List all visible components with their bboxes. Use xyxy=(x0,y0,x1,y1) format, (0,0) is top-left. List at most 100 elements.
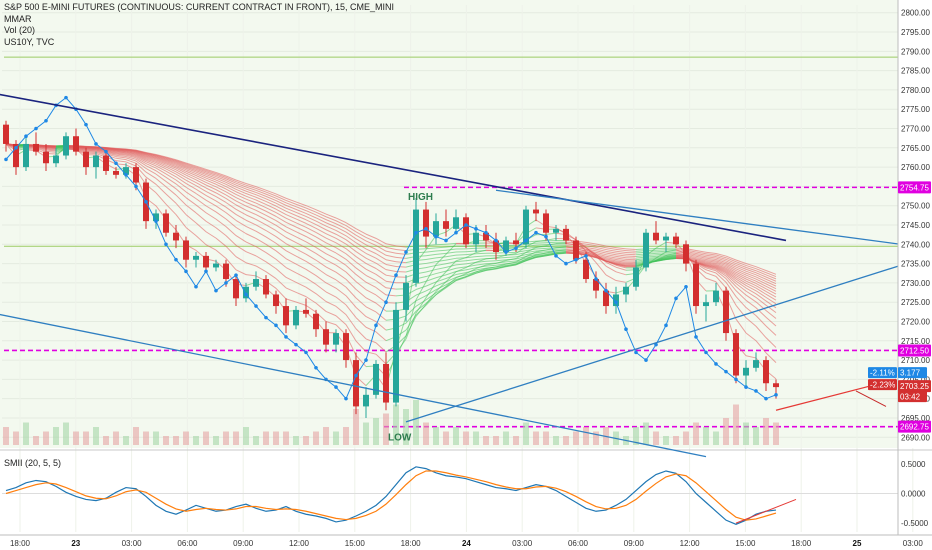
legend-title[interactable]: S&P 500 E-MINI FUTURES (CONTINUOUS: CURR… xyxy=(4,2,395,12)
volume-bar xyxy=(413,400,419,445)
candle[interactable] xyxy=(343,329,349,368)
legend-us10y[interactable]: US10Y, TVC xyxy=(4,36,55,47)
candle[interactable] xyxy=(333,329,339,353)
candle[interactable] xyxy=(413,197,419,287)
candle[interactable] xyxy=(153,209,159,229)
candle[interactable] xyxy=(53,147,59,168)
candle[interactable] xyxy=(633,259,639,291)
candle[interactable] xyxy=(643,228,649,272)
candle[interactable] xyxy=(313,309,319,337)
candle[interactable] xyxy=(273,290,279,314)
candle[interactable] xyxy=(703,294,709,322)
downtrend-lower[interactable] xyxy=(0,313,707,458)
candle[interactable] xyxy=(613,286,619,314)
us10y-point xyxy=(224,281,228,285)
oscillator-legend[interactable]: SMII (20, 5, 5) xyxy=(4,458,62,468)
candle[interactable] xyxy=(443,209,449,237)
candle[interactable] xyxy=(393,302,399,407)
candle[interactable] xyxy=(323,321,329,353)
candle[interactable] xyxy=(243,282,249,303)
candle[interactable] xyxy=(283,298,289,334)
time-axis[interactable]: 18:00 23 03:00 06:00 09:00 12:00 15:00 18:00 24 0… xyxy=(0,534,932,548)
candle[interactable] xyxy=(193,252,199,268)
candle[interactable] xyxy=(383,352,389,411)
candle[interactable] xyxy=(743,360,749,388)
candle[interactable] xyxy=(683,240,689,272)
candle[interactable] xyxy=(713,282,719,307)
legend-volume[interactable]: Vol (20) xyxy=(4,25,36,35)
candle[interactable] xyxy=(563,225,569,245)
candle[interactable] xyxy=(463,213,469,249)
oscillator-axis[interactable]: 0.5000 0.0000 -0.5000 xyxy=(901,460,929,528)
candle[interactable] xyxy=(103,151,109,175)
candle[interactable] xyxy=(723,286,729,341)
candle[interactable] xyxy=(453,209,459,233)
candle[interactable] xyxy=(663,232,669,253)
candle[interactable] xyxy=(233,275,239,307)
candle[interactable] xyxy=(73,128,79,156)
ma-ribbon-segment xyxy=(615,263,627,266)
price-tag[interactable]: 2754.75 xyxy=(898,181,931,194)
ma-ribbon-segment xyxy=(245,186,257,191)
candle[interactable] xyxy=(693,259,699,314)
candle[interactable] xyxy=(23,136,29,171)
price-axis[interactable]: 2800.00 2795.00 2790.00 2785.00 2780.00 2775.… xyxy=(897,0,932,535)
candle[interactable] xyxy=(163,209,169,237)
candle[interactable] xyxy=(653,221,659,245)
ma-ribbon-segment xyxy=(725,257,737,263)
candle[interactable] xyxy=(263,275,269,299)
candle[interactable] xyxy=(63,132,69,160)
legend-mmar[interactable]: MMAR xyxy=(4,13,32,24)
chart-legend: S&P 500 E-MINI FUTURES (CONTINUOUS: CURR… xyxy=(4,2,394,48)
candle[interactable] xyxy=(373,360,379,399)
dark-downtrend[interactable] xyxy=(0,93,787,242)
ma-ribbon-segment xyxy=(355,234,367,242)
ma-ribbon-segment xyxy=(385,243,397,247)
candle[interactable] xyxy=(673,232,679,249)
candle[interactable] xyxy=(303,298,309,318)
candle[interactable] xyxy=(113,167,119,179)
candle[interactable] xyxy=(763,356,769,391)
candle[interactable] xyxy=(553,225,559,241)
candle[interactable] xyxy=(753,352,759,372)
candle[interactable] xyxy=(33,132,39,156)
candle[interactable] xyxy=(433,213,439,245)
candle[interactable] xyxy=(13,140,19,175)
red-resistance[interactable] xyxy=(855,390,887,407)
candle[interactable] xyxy=(213,259,219,272)
oscillator-trendline[interactable] xyxy=(735,498,797,524)
price-tag[interactable]: 2712.50 xyxy=(898,344,931,357)
candle[interactable] xyxy=(203,252,209,272)
ma-ribbon-segment xyxy=(265,252,277,260)
candle[interactable] xyxy=(253,271,259,291)
time-tick-label: 09:00 xyxy=(233,539,254,548)
ma-ribbon-segment xyxy=(255,186,267,191)
price-tag[interactable]: 2703.25 xyxy=(898,380,931,393)
us10y-point xyxy=(94,142,98,146)
candle[interactable] xyxy=(483,225,489,249)
candle[interactable] xyxy=(353,352,359,415)
candle[interactable] xyxy=(403,275,409,322)
candle[interactable] xyxy=(173,225,179,249)
candle[interactable] xyxy=(603,282,609,314)
ma-ribbon-segment xyxy=(435,252,447,255)
candle[interactable] xyxy=(623,282,629,303)
candle[interactable] xyxy=(363,387,369,418)
ma-ribbon-segment xyxy=(295,211,307,217)
candlesticks[interactable] xyxy=(3,120,779,418)
candle[interactable] xyxy=(83,147,89,175)
candle[interactable] xyxy=(493,232,499,260)
candle[interactable] xyxy=(593,271,599,299)
candle[interactable] xyxy=(533,201,539,222)
candle[interactable] xyxy=(293,306,299,330)
candle[interactable] xyxy=(733,329,739,384)
ma-ribbon-segment xyxy=(95,150,107,154)
candle[interactable] xyxy=(183,236,189,268)
candle[interactable] xyxy=(93,151,99,179)
price-tag[interactable]: 2692.75 xyxy=(898,420,931,433)
candle[interactable] xyxy=(423,201,429,249)
candle[interactable] xyxy=(43,143,49,171)
ma-ribbon-segment xyxy=(505,264,517,267)
candle[interactable] xyxy=(3,120,9,152)
